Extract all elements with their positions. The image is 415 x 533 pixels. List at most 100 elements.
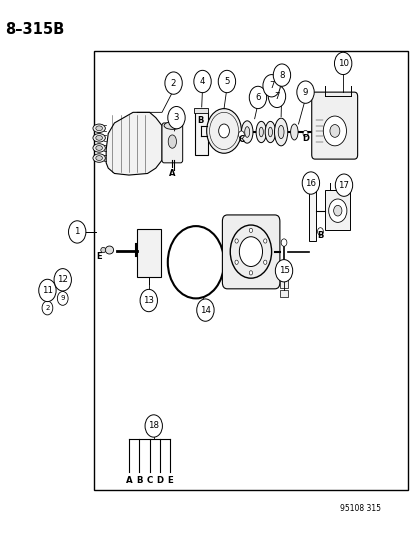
Circle shape [330,125,340,138]
Circle shape [334,52,352,75]
Text: 4: 4 [200,77,205,86]
Ellipse shape [105,246,114,254]
Ellipse shape [96,126,103,131]
Circle shape [140,289,157,312]
Circle shape [249,228,253,232]
Text: 8–315B: 8–315B [5,22,64,37]
Text: 11: 11 [42,286,53,295]
Text: A: A [169,169,176,179]
Circle shape [264,239,267,243]
Circle shape [194,70,211,93]
Circle shape [207,109,242,154]
Ellipse shape [96,135,103,140]
Circle shape [239,131,244,139]
Bar [94,51,408,490]
Bar [280,290,288,297]
Ellipse shape [242,121,253,143]
Text: 7: 7 [274,92,280,101]
Text: B: B [317,231,324,240]
Text: B: B [198,116,204,125]
Bar [280,280,288,288]
Circle shape [197,299,214,321]
Text: 9: 9 [303,87,308,96]
Circle shape [302,172,320,194]
Circle shape [218,70,236,93]
Circle shape [275,260,293,282]
Circle shape [317,228,323,235]
Text: 13: 13 [143,296,154,305]
Circle shape [334,205,342,216]
Ellipse shape [245,127,250,138]
Circle shape [219,124,229,138]
Text: 18: 18 [148,422,159,431]
Circle shape [273,64,290,86]
Bar [137,229,161,277]
Text: 95108 315: 95108 315 [340,504,381,513]
Circle shape [335,174,353,196]
Circle shape [235,239,238,243]
Circle shape [323,116,347,146]
Ellipse shape [93,154,105,163]
Text: 16: 16 [305,179,316,188]
Ellipse shape [290,124,298,140]
Text: 14: 14 [200,305,211,314]
Ellipse shape [96,146,103,150]
Text: D: D [156,477,164,486]
Text: A: A [126,477,132,486]
Ellipse shape [256,122,266,143]
Circle shape [249,86,267,109]
Text: B: B [136,477,142,486]
FancyBboxPatch shape [312,92,358,159]
Circle shape [329,199,347,222]
Bar [194,108,208,114]
Circle shape [235,260,238,264]
Circle shape [281,239,287,246]
Text: 9: 9 [61,295,65,301]
Text: 2: 2 [45,305,50,311]
Bar [325,190,350,230]
Circle shape [168,107,185,129]
Ellipse shape [274,118,288,146]
Ellipse shape [168,135,176,148]
Circle shape [165,72,182,94]
Text: 6: 6 [255,93,261,102]
Ellipse shape [93,144,105,152]
Text: 8: 8 [279,70,285,79]
Circle shape [303,131,308,137]
Ellipse shape [101,247,106,253]
Circle shape [249,271,253,275]
Bar [280,261,288,269]
Ellipse shape [278,125,284,139]
Text: 2: 2 [171,78,176,87]
Ellipse shape [93,124,105,133]
Circle shape [297,81,314,103]
Ellipse shape [96,156,103,160]
Bar [309,190,316,241]
Bar [195,112,208,155]
Text: 17: 17 [339,181,349,190]
Circle shape [264,260,267,264]
FancyBboxPatch shape [222,215,280,289]
Bar [280,271,288,278]
Text: C: C [238,135,244,144]
Ellipse shape [259,127,264,137]
Circle shape [57,292,68,305]
Text: 3: 3 [174,113,179,122]
Text: 12: 12 [57,275,68,284]
FancyBboxPatch shape [162,123,183,163]
Text: 7: 7 [269,81,274,90]
Circle shape [39,279,56,302]
Ellipse shape [265,122,276,143]
Text: 5: 5 [224,77,229,86]
Circle shape [263,75,280,97]
Text: 10: 10 [338,59,349,68]
Circle shape [239,237,263,266]
Text: E: E [167,477,173,486]
Circle shape [145,415,162,437]
Polygon shape [106,112,162,175]
Ellipse shape [93,134,105,142]
Ellipse shape [269,127,272,137]
Text: 15: 15 [278,266,290,275]
Text: 1: 1 [74,228,80,237]
Circle shape [269,85,286,108]
